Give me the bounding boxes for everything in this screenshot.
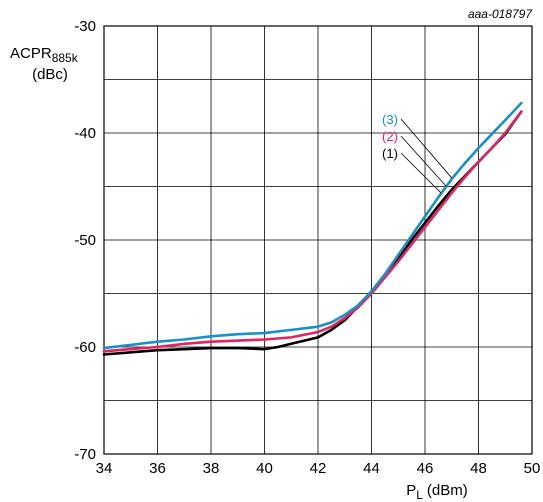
series-line	[102, 110, 523, 356]
y-tick-label: -50	[74, 232, 96, 249]
x-tick-label: 42	[310, 460, 327, 477]
y-axis-title-main: ACPR	[10, 45, 52, 62]
grid	[103, 25, 533, 455]
figure-code: aaa-018797	[468, 7, 533, 21]
x-axis-title: PL (dBm)	[406, 482, 468, 502]
series-annotation-label: (2)	[382, 129, 398, 144]
x-axis-title-unit: (dBm)	[427, 482, 468, 499]
y-axis-title-subscript: 885k	[52, 51, 79, 65]
x-tick-label: 38	[203, 460, 220, 477]
y-tick-label: -30	[74, 18, 96, 35]
x-tick-label: 40	[256, 460, 273, 477]
annotation-leader-line	[400, 135, 447, 187]
series-annotations: (3) (2) (1)	[382, 112, 453, 194]
series-layer	[102, 101, 523, 356]
series-annotation-label: (3)	[382, 112, 398, 127]
x-tick-labels: 34 36 38 40 42 44 46 48 50	[96, 460, 541, 477]
x-tick-label: 48	[470, 460, 487, 477]
series-annotation-label: (1)	[382, 146, 398, 161]
y-axis-title: ACPR885k (dBc)	[10, 45, 79, 83]
x-tick-label: 46	[417, 460, 434, 477]
annotation-leader-line	[400, 118, 453, 179]
y-tick-label: -70	[74, 446, 96, 463]
y-tick-label: -40	[74, 125, 96, 142]
series-line	[102, 101, 523, 350]
x-tick-label: 36	[149, 460, 166, 477]
x-axis-title-main: P	[406, 482, 416, 499]
x-tick-label: 50	[524, 460, 541, 477]
y-tick-label: -60	[74, 339, 96, 356]
svg-text:ACPR885k: ACPR885k	[10, 45, 79, 65]
annotation-leader-line	[400, 152, 442, 194]
svg-text:PL(dBm): PL (dBm)	[406, 482, 468, 502]
x-tick-label: 44	[363, 460, 380, 477]
series-line	[102, 110, 523, 353]
y-axis-title-unit: (dBc)	[32, 66, 68, 83]
x-axis-title-subscript: L	[416, 488, 423, 502]
x-tick-label: 34	[96, 460, 113, 477]
plot-frame	[103, 25, 533, 455]
y-tick-labels: -30 -40 -50 -60 -70	[74, 18, 96, 463]
